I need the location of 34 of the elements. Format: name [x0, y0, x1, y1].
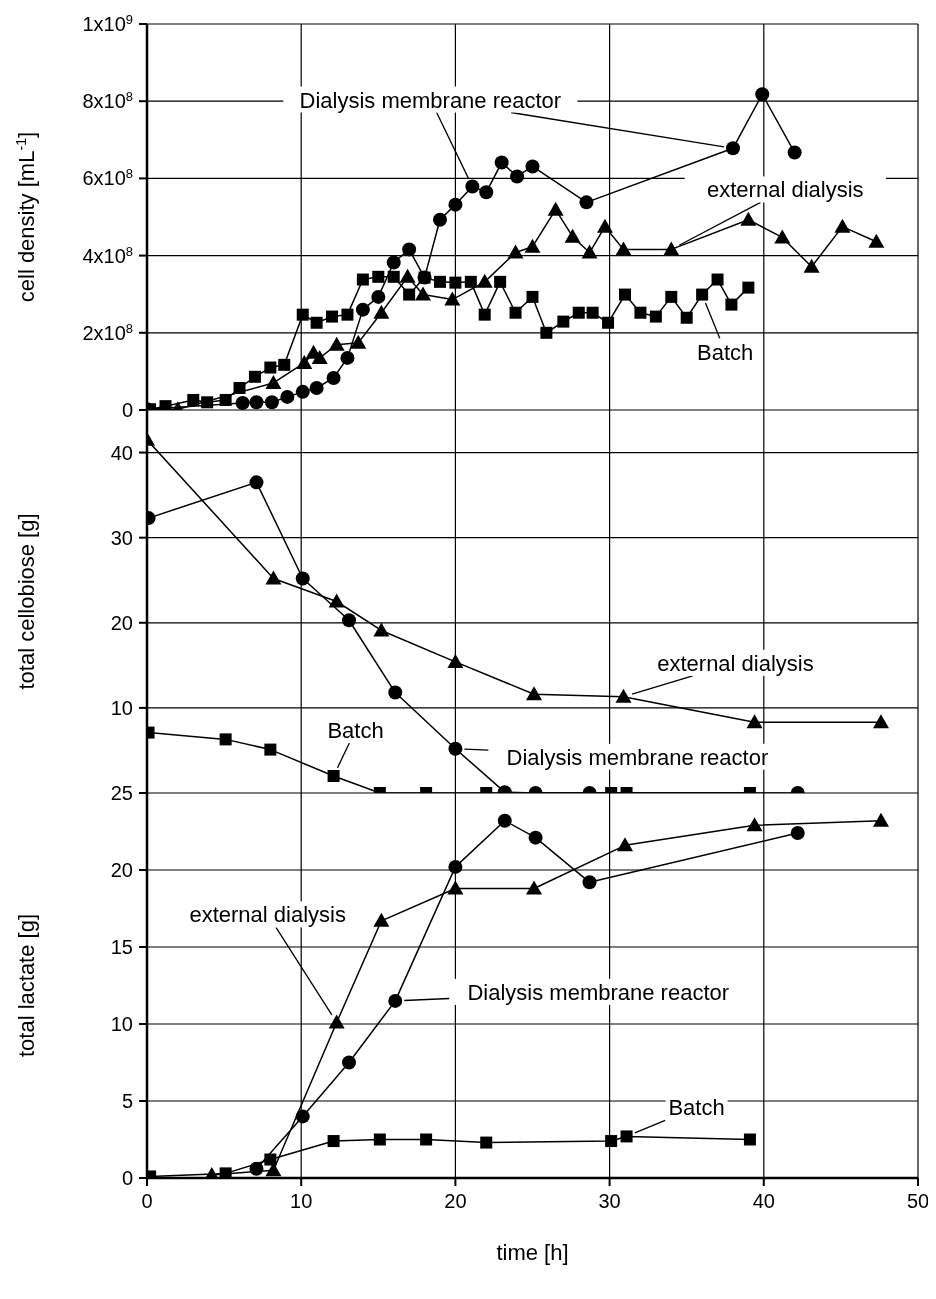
y-tick-label: 20 [110, 611, 133, 634]
x-axis-title: time [h] [496, 1240, 569, 1265]
y-tick-label: 0 [121, 1167, 133, 1189]
x-tick-label: 50 [906, 1190, 930, 1213]
x-tick-label: 0 [141, 1190, 153, 1213]
y-tick-label: 4x10$^{8}$ [82, 243, 133, 267]
series-label: Batch [668, 1095, 725, 1121]
series-label: external dialysis [189, 902, 346, 928]
series-label: external dialysis [707, 177, 864, 203]
y-tick-label: 15 [110, 936, 133, 958]
legend-label: Batch [696, 339, 754, 365]
y-tick-label: 10 [110, 1013, 133, 1035]
y-tick-label: 10 [110, 696, 133, 719]
x-tick-label: 30 [598, 1190, 621, 1213]
series-label: Batch [327, 717, 384, 743]
x-tick-label: 40 [752, 1190, 775, 1213]
series-label: external dialysis [657, 650, 814, 676]
y-tick-label: 25 [110, 782, 133, 804]
y-axis-title: total cellobiose [g] [14, 513, 39, 690]
x-tick-label: 10 [290, 1190, 313, 1213]
y-tick-label: 1x10$^{9}$ [82, 11, 133, 35]
y-tick-label: 30 [110, 526, 133, 549]
y-tick-label: 5 [121, 1090, 133, 1112]
y-tick-label: 40 [110, 441, 133, 464]
y-tick-label: 20 [110, 859, 133, 881]
legend-label: Dialysis membrane reactor [506, 744, 769, 770]
x-tick-label: 20 [444, 1190, 467, 1213]
y-tick-label: 0 [121, 399, 133, 421]
y-tick-label: 2x10$^{8}$ [82, 320, 133, 344]
y-tick-label: 8x10$^{8}$ [82, 88, 133, 113]
y-axis-title: total lactate [g] [14, 913, 39, 1058]
legend-label: Dialysis membrane reactor [467, 979, 730, 1005]
text: Dialysis membrane reactor [299, 87, 562, 113]
y-tick-label: 6x10$^{8}$ [82, 165, 133, 190]
